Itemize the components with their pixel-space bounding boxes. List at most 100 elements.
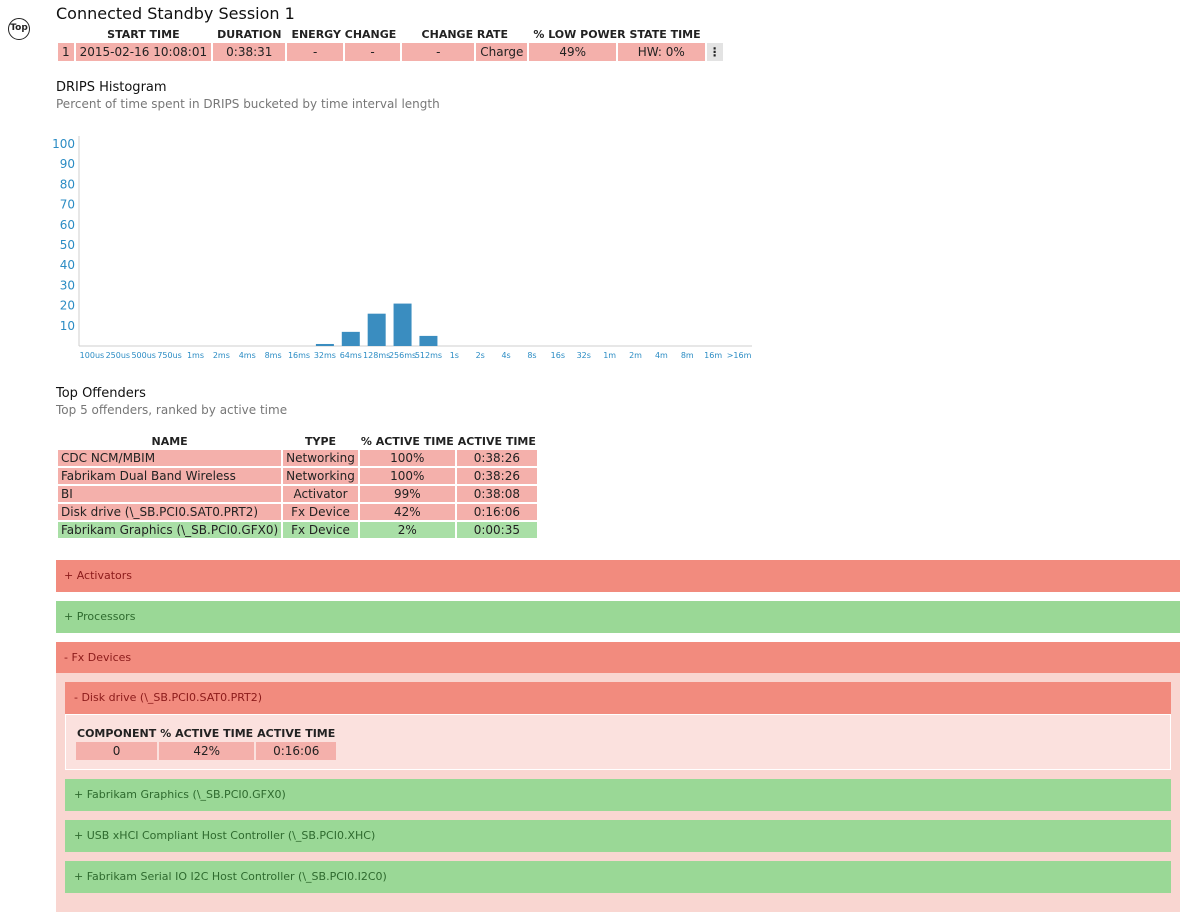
x-tick-label: 750us: [157, 351, 182, 360]
session-hw-low-power-pct: HW: 0%: [617, 43, 705, 61]
x-tick-label: 4s: [501, 351, 510, 360]
x-tick-label: >16m: [727, 351, 752, 360]
header-index: [58, 27, 74, 41]
x-tick-label: 100us: [80, 351, 105, 360]
offender-type: Fx Device: [283, 522, 358, 538]
x-tick-label: 16ms: [288, 351, 310, 360]
session-charge-state: Charge: [476, 43, 528, 61]
offenders-title: Top Offenders: [56, 386, 146, 401]
x-tick-label: 512ms: [415, 351, 442, 360]
y-tick-label: 80: [60, 177, 75, 191]
offender-type: Networking: [283, 468, 358, 484]
offender-type: Networking: [283, 450, 358, 466]
usb-controller-section-toggle[interactable]: + USB xHCI Compliant Host Controller (\_…: [65, 820, 1171, 852]
x-tick-label: 8m: [681, 351, 694, 360]
header-pct-active-time: % ACTIVE TIME: [160, 726, 254, 740]
header-energy-change: ENERGY CHANGE: [291, 27, 397, 41]
offender-name: Fabrikam Dual Band Wireless: [58, 468, 282, 484]
y-tick-label: 40: [60, 258, 75, 272]
x-tick-label: 32s: [577, 351, 591, 360]
y-tick-label: 10: [60, 319, 75, 333]
processors-section-toggle[interactable]: + Processors: [56, 601, 1180, 633]
disk-drive-section-toggle[interactable]: - Disk drive (\_SB.PCI0.SAT0.PRT2): [65, 682, 1171, 714]
y-tick-label: 50: [60, 238, 75, 252]
x-tick-label: 8ms: [265, 351, 282, 360]
table-row: CDC NCM/MBIM Networking 100% 0:38:26: [58, 450, 537, 466]
offender-type: Activator: [283, 486, 358, 502]
table-row: Fabrikam Graphics (\_SB.PCI0.GFX0) Fx De…: [58, 522, 537, 538]
component-time: 0:16:06: [256, 742, 337, 760]
offender-name: BI: [58, 486, 282, 502]
top-button[interactable]: Top: [8, 18, 30, 40]
x-tick-label: 32ms: [314, 351, 336, 360]
offender-name: Fabrikam Graphics (\_SB.PCI0.GFX0): [58, 522, 282, 538]
session-title: Connected Standby Session 1: [56, 4, 295, 23]
histogram-title: DRIPS Histogram: [56, 80, 167, 95]
header-duration: DURATION: [217, 27, 282, 41]
more-options-button[interactable]: ⋮: [706, 43, 723, 61]
histogram-bar: [315, 343, 334, 346]
y-tick-label: 60: [60, 218, 75, 232]
top-offenders-table: NAME TYPE % ACTIVE TIME ACTIVE TIME CDC …: [56, 432, 539, 540]
header-more: [707, 27, 723, 41]
offenders-header-row: NAME TYPE % ACTIVE TIME ACTIVE TIME: [58, 434, 537, 448]
x-tick-label: 1m: [603, 351, 616, 360]
session-summary-table: START TIME DURATION ENERGY CHANGE CHANGE…: [56, 25, 725, 63]
header-active-time: ACTIVE TIME: [257, 726, 336, 740]
fx-devices-section-toggle[interactable]: - Fx Devices: [56, 642, 1180, 674]
x-tick-label: 1ms: [187, 351, 204, 360]
x-tick-label: 64ms: [340, 351, 362, 360]
component-header-row: COMPONENT % ACTIVE TIME ACTIVE TIME: [76, 726, 336, 740]
header-start-time: START TIME: [107, 27, 180, 41]
x-tick-label: 16s: [551, 351, 565, 360]
histogram-bar: [341, 331, 360, 346]
header-pct-active-time: % ACTIVE TIME: [360, 434, 454, 448]
histogram-bar: [367, 313, 386, 346]
session-change-rate: -: [402, 43, 475, 61]
y-tick-label: 20: [60, 299, 75, 313]
offender-name: CDC NCM/MBIM: [58, 450, 282, 466]
component-id: 0: [76, 742, 158, 760]
header-low-power-state-time: % LOW POWER STATE TIME: [533, 27, 701, 41]
x-tick-label: 1s: [450, 351, 459, 360]
histogram-subtitle: Percent of time spent in DRIPS bucketed …: [56, 97, 440, 111]
x-tick-label: 4m: [655, 351, 668, 360]
x-tick-label: 4ms: [239, 351, 256, 360]
offender-pct: 42%: [359, 504, 455, 520]
x-tick-label: 2ms: [213, 351, 230, 360]
table-row: Disk drive (\_SB.PCI0.SAT0.PRT2) Fx Devi…: [58, 504, 537, 520]
component-table: COMPONENT % ACTIVE TIME ACTIVE TIME 0 42…: [74, 724, 338, 762]
header-component: COMPONENT: [77, 726, 157, 740]
histogram-bar: [419, 335, 438, 346]
offender-time: 0:38:08: [456, 486, 537, 502]
offender-pct: 2%: [359, 522, 455, 538]
session-energy-change-pct: -: [344, 43, 401, 61]
table-row: 0 42% 0:16:06: [76, 742, 337, 760]
y-tick-label: 70: [60, 198, 75, 212]
session-start-time: 2015-02-16 10:08:01: [75, 43, 212, 61]
x-tick-label: 128ms: [363, 351, 390, 360]
offender-time: 0:38:26: [456, 450, 537, 466]
header-active-time: ACTIVE TIME: [457, 434, 536, 448]
y-tick-label: 90: [60, 157, 75, 171]
i2c-controller-section-toggle[interactable]: + Fabrikam Serial IO I2C Host Controller…: [65, 861, 1171, 893]
header-name: NAME: [151, 434, 188, 448]
table-row: BI Activator 99% 0:38:08: [58, 486, 537, 502]
header-type: TYPE: [304, 434, 337, 448]
x-tick-label: 16m: [704, 351, 722, 360]
table-row: Fabrikam Dual Band Wireless Networking 1…: [58, 468, 537, 484]
y-tick-label: 30: [60, 278, 75, 292]
drips-histogram-chart: 10 20 30 40 50 60 70 80 90 100 100us 250us 500us 750u…: [52, 136, 752, 360]
x-tick-label: 250us: [106, 351, 131, 360]
component-pct: 42%: [159, 742, 255, 760]
x-tick-label: 8s: [527, 351, 536, 360]
graphics-section-toggle[interactable]: + Fabrikam Graphics (\_SB.PCI0.GFX0): [65, 779, 1171, 811]
offender-pct: 100%: [359, 450, 455, 466]
offender-time: 0:00:35: [456, 522, 537, 538]
histogram-bar: [393, 303, 412, 346]
y-tick-label: 100: [52, 137, 75, 151]
offender-type: Fx Device: [283, 504, 358, 520]
activators-section-toggle[interactable]: + Activators: [56, 560, 1180, 592]
x-tick-label: 500us: [131, 351, 156, 360]
session-low-power-pct: 49%: [529, 43, 616, 61]
